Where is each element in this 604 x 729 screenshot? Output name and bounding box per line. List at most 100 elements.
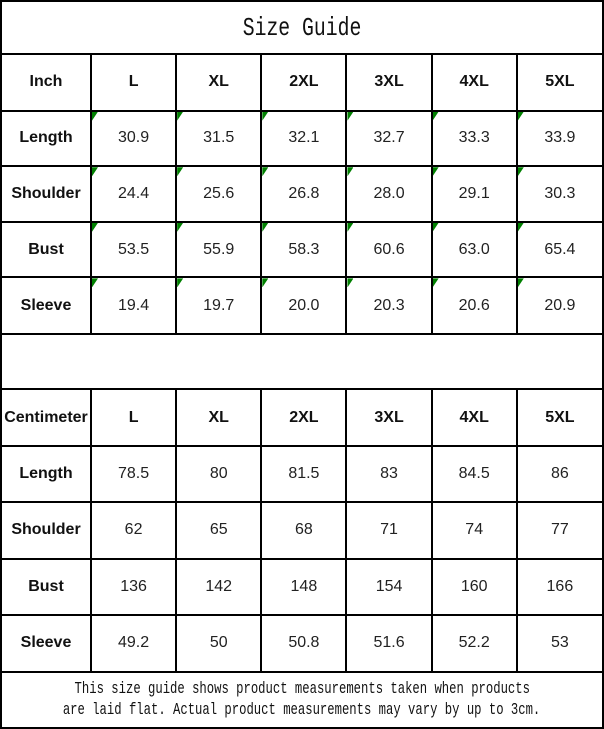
- cm-size-header: L: [89, 388, 178, 448]
- inch-size-header: 5XL: [515, 54, 602, 112]
- table-row: Sleeve 49.2 50 50.8 51.6 52.2 53: [2, 613, 602, 673]
- inch-header-row: Inch L XL 2XL 3XL 4XL 5XL: [2, 54, 602, 112]
- green-triangle-marker-icon: [347, 278, 354, 288]
- disclaimer-line-1: This size guide shows product measuremen…: [74, 679, 530, 699]
- cm-cell: 80: [175, 445, 263, 504]
- cm-cell: 62: [89, 501, 178, 560]
- inch-row-label: Sleeve: [2, 276, 92, 334]
- table-row: Bust 53.5 55.9 58.3 60.6 63.0 65.4: [2, 220, 602, 279]
- inch-cell: 28.0: [345, 165, 433, 223]
- inch-size-table: Inch L XL 2XL 3XL 4XL 5XL Length 30.9 31…: [2, 54, 602, 334]
- inch-cell: 60.6: [345, 220, 433, 279]
- inch-cell: 55.9: [175, 220, 263, 279]
- cell-value: 20.6: [458, 296, 490, 314]
- cell-value: 24.4: [118, 184, 150, 202]
- inch-size-header: 2XL: [260, 54, 348, 112]
- green-triangle-marker-icon: [517, 222, 524, 232]
- inch-cell: 20.3: [345, 276, 433, 334]
- cm-size-header: 2XL: [260, 388, 348, 448]
- cm-cell: 52.2: [430, 613, 518, 673]
- cm-row-label: Length: [2, 445, 92, 504]
- cm-cell: 71: [345, 501, 433, 560]
- cm-cell: 78.5: [89, 445, 178, 504]
- cm-row-label: Bust: [2, 557, 92, 616]
- inch-cell: 29.1: [430, 165, 518, 223]
- inch-cell: 25.6: [175, 165, 263, 223]
- green-triangle-marker-icon: [432, 167, 439, 177]
- cell-value: 33.9: [544, 129, 576, 147]
- green-triangle-marker-icon: [262, 222, 269, 232]
- green-triangle-marker-icon: [177, 278, 184, 288]
- inch-cell: 19.7: [175, 276, 263, 334]
- disclaimer-footer: This size guide shows product measuremen…: [2, 671, 602, 727]
- centimeter-size-table: Centimeter L XL 2XL 3XL 4XL 5XL Length 7…: [2, 388, 602, 673]
- cell-value: 31.5: [203, 129, 235, 147]
- inch-cell: 65.4: [515, 220, 602, 279]
- cell-value: 20.3: [373, 296, 405, 314]
- cell-value: 19.7: [203, 296, 235, 314]
- green-triangle-marker-icon: [92, 278, 98, 288]
- green-triangle-marker-icon: [432, 222, 439, 232]
- inch-cell: 30.3: [515, 165, 602, 223]
- inch-cell: 63.0: [430, 220, 518, 279]
- green-triangle-marker-icon: [517, 111, 524, 121]
- table-row: Bust 136 142 148 154 160 166: [2, 557, 602, 616]
- table-row: Sleeve 19.4 19.7 20.0 20.3 20.6 20.9: [2, 276, 602, 334]
- cm-cell: 148: [260, 557, 348, 616]
- cm-row-label: Sleeve: [2, 613, 92, 673]
- green-triangle-marker-icon: [92, 111, 98, 121]
- cm-cell: 84.5: [430, 445, 518, 504]
- inch-cell: 20.6: [430, 276, 518, 334]
- title-row: Size Guide: [2, 2, 602, 55]
- cm-cell: 68: [260, 501, 348, 560]
- inch-row-label: Shoulder: [2, 165, 92, 223]
- cell-value: 28.0: [373, 184, 405, 202]
- inch-cell: 20.0: [260, 276, 348, 334]
- inch-size-header: 3XL: [345, 54, 433, 112]
- green-triangle-marker-icon: [347, 111, 354, 121]
- green-triangle-marker-icon: [262, 167, 269, 177]
- green-triangle-marker-icon: [92, 167, 98, 177]
- inch-size-header: XL: [175, 54, 263, 112]
- cm-size-header: 4XL: [430, 388, 518, 448]
- green-triangle-marker-icon: [177, 167, 184, 177]
- cell-value: 55.9: [203, 240, 235, 258]
- inch-cell: 58.3: [260, 220, 348, 279]
- table-row: Shoulder 62 65 68 71 74 77: [2, 501, 602, 560]
- green-triangle-marker-icon: [517, 167, 524, 177]
- inch-cell: 30.9: [89, 109, 178, 168]
- green-triangle-marker-icon: [177, 222, 184, 232]
- green-triangle-marker-icon: [347, 222, 354, 232]
- cell-value: 26.8: [288, 184, 320, 202]
- green-triangle-marker-icon: [347, 167, 354, 177]
- inch-size-header: L: [89, 54, 178, 112]
- cell-value: 32.7: [373, 129, 405, 147]
- inch-unit-header: Inch: [2, 54, 92, 112]
- cell-value: 20.9: [544, 296, 576, 314]
- cm-cell: 81.5: [260, 445, 348, 504]
- cell-value: 65.4: [544, 240, 576, 258]
- green-triangle-marker-icon: [92, 222, 98, 232]
- table-row: Length 78.5 80 81.5 83 84.5 86: [2, 445, 602, 504]
- cell-value: 32.1: [288, 129, 320, 147]
- inch-cell: 20.9: [515, 276, 602, 334]
- page-title: Size Guide: [242, 12, 362, 43]
- inch-size-header: 4XL: [430, 54, 518, 112]
- cm-cell: 142: [175, 557, 263, 616]
- cm-cell: 74: [430, 501, 518, 560]
- cm-unit-header: Centimeter: [2, 388, 92, 448]
- inch-cell: 24.4: [89, 165, 178, 223]
- cm-size-header: 5XL: [515, 388, 602, 448]
- inch-cell: 32.1: [260, 109, 348, 168]
- cell-value: 25.6: [203, 184, 235, 202]
- table-row: Length 30.9 31.5 32.1 32.7 33.3 33.9: [2, 109, 602, 168]
- spacer-band: [2, 333, 602, 390]
- green-triangle-marker-icon: [432, 111, 439, 121]
- inch-row-label: Bust: [2, 220, 92, 279]
- cm-cell: 65: [175, 501, 263, 560]
- inch-cell: 33.3: [430, 109, 518, 168]
- green-triangle-marker-icon: [262, 111, 269, 121]
- cm-header-row: Centimeter L XL 2XL 3XL 4XL 5XL: [2, 388, 602, 448]
- cm-cell: 53: [515, 613, 602, 673]
